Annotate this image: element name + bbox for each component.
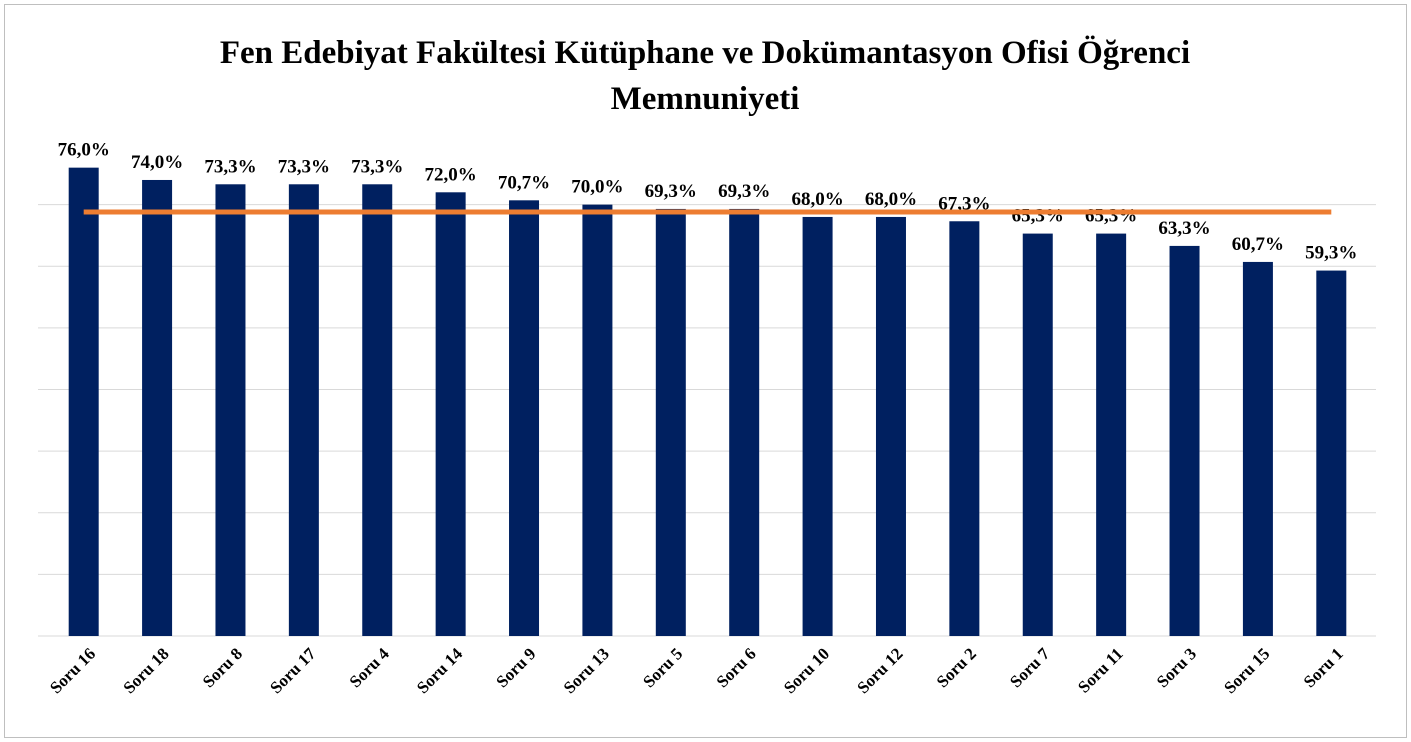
x-tick-label: Soru 12 [853, 644, 906, 697]
x-tick-label: Soru 5 [639, 644, 686, 691]
data-label: 70,7% [498, 172, 550, 193]
data-label: 70,0% [571, 177, 623, 198]
bar [1169, 245, 1200, 636]
chart-title: Fen Edebiyat Fakültesi Kütüphane ve Dokü… [219, 35, 1191, 117]
bar [582, 204, 613, 636]
x-tick-label: Soru 18 [119, 644, 172, 697]
bar [949, 221, 980, 637]
x-tick-label: Soru 11 [1074, 644, 1127, 697]
x-tick-label: Soru 4 [346, 644, 394, 692]
x-tick-label: Soru 9 [492, 644, 539, 691]
data-label: 65,3% [1012, 206, 1064, 227]
data-label: 73,3% [204, 156, 256, 177]
x-tick-label: Soru 8 [199, 644, 246, 691]
x-tick-label: Soru 13 [560, 644, 613, 697]
bar [1022, 233, 1053, 636]
bar [215, 184, 246, 636]
bar [68, 167, 99, 636]
x-tick-label: Soru 15 [1220, 644, 1273, 697]
bar [875, 216, 906, 636]
data-label: 68,0% [791, 189, 843, 210]
bar [1242, 261, 1273, 636]
bar [655, 208, 686, 636]
data-label: 60,7% [1232, 234, 1284, 255]
bar [288, 184, 319, 636]
x-tick-label: Soru 1 [1300, 644, 1347, 691]
bar [142, 179, 173, 636]
bar [1096, 233, 1127, 636]
data-label: 65,3% [1085, 206, 1137, 227]
bar [729, 208, 760, 636]
x-tick-label: Soru 2 [933, 644, 980, 691]
data-label: 76,0% [58, 140, 110, 161]
chart-border [4, 4, 1407, 738]
data-label: 68,0% [865, 189, 917, 210]
x-tick-label: Soru 6 [713, 644, 760, 691]
data-label: 69,3% [718, 181, 770, 202]
x-tick-label: Soru 14 [413, 644, 467, 698]
data-label: 73,3% [278, 156, 330, 177]
data-label: 72,0% [425, 164, 477, 185]
bar [1316, 270, 1347, 636]
x-tick-label: Soru 16 [46, 644, 99, 697]
bar [802, 216, 833, 636]
x-tick-label: Soru 10 [780, 644, 833, 697]
x-tick-label: Soru 7 [1006, 644, 1054, 692]
x-tick-label: Soru 17 [266, 644, 320, 698]
data-label: 59,3% [1305, 243, 1357, 264]
data-label: 67,3% [938, 193, 990, 214]
x-tick-label: Soru 3 [1153, 644, 1200, 691]
data-label: 73,3% [351, 156, 403, 177]
bar [435, 192, 466, 637]
bar [509, 200, 540, 636]
bar [362, 184, 393, 636]
data-label: 63,3% [1158, 218, 1210, 239]
data-label: 69,3% [645, 181, 697, 202]
data-label: 74,0% [131, 152, 183, 173]
